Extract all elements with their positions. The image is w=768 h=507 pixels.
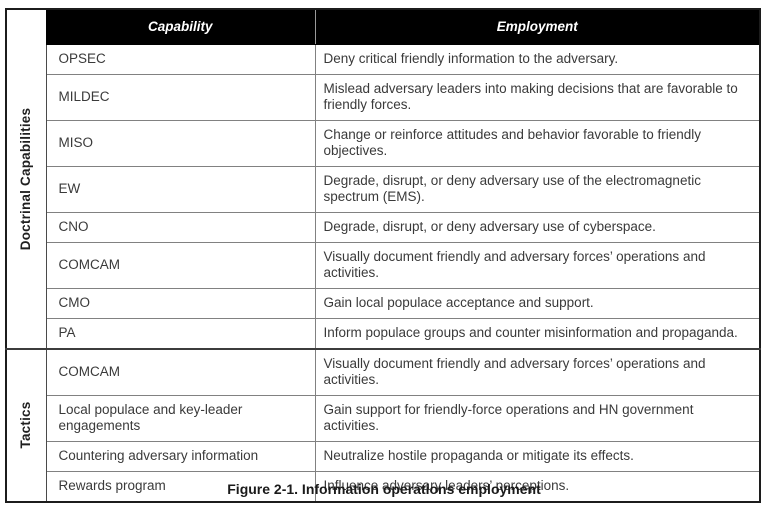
table-row: COMCAM Visually document friendly and ad…: [6, 241, 760, 288]
employment-cell: Influence adversary leaders’ perceptions…: [314, 470, 760, 502]
capability-cell: Countering adversary information: [45, 440, 315, 471]
figure-caption: Figure 2-1. Information operations emplo…: [227, 481, 541, 497]
employment-cell: Gain local populace acceptance and suppo…: [314, 287, 760, 318]
employment-cell: Degrade, disrupt, or deny adversary use …: [314, 211, 760, 242]
io-employment-table-container: Doctrinal Capabilities Capability Employ…: [5, 8, 761, 503]
capability-cell: EW: [45, 165, 315, 212]
employment-cell: Mislead adversary leaders into making de…: [314, 73, 760, 120]
employment-cell: Inform populace groups and counter misin…: [314, 317, 760, 349]
table-row: EW Degrade, disrupt, or deny adversary u…: [6, 165, 760, 212]
table-row: PA Inform populace groups and counter mi…: [6, 317, 760, 349]
vertical-label: Doctrinal Capabilities: [18, 107, 34, 250]
employment-cell: Neutralize hostile propaganda or mitigat…: [314, 440, 760, 471]
column-header-employment: Employment: [314, 9, 760, 45]
employment-cell: Degrade, disrupt, or deny adversary use …: [314, 165, 760, 212]
capability-cell: Rewards program: [45, 470, 315, 502]
table-row: MILDEC Mislead adversary leaders into ma…: [6, 73, 760, 120]
table-row: OPSEC Deny critical friendly information…: [6, 43, 760, 74]
employment-cell: Visually document friendly and adversary…: [314, 241, 760, 288]
capability-cell: CNO: [45, 211, 315, 242]
table-row: Rewards program Influence adversary lead…: [6, 470, 760, 502]
capability-cell: MISO: [45, 119, 315, 166]
table-row: Local populace and key-leader engagement…: [6, 394, 760, 441]
table-row: CNO Degrade, disrupt, or deny adversary …: [6, 211, 760, 242]
table-header-row: Doctrinal Capabilities Capability Employ…: [6, 9, 760, 349]
column-header-capability: Capability: [46, 9, 315, 45]
capability-cell: MILDEC: [45, 73, 315, 120]
capability-cell: COMCAM: [45, 241, 315, 288]
employment-cell: Change or reinforce attitudes and behavi…: [314, 119, 760, 166]
capability-cell: OPSEC: [45, 43, 315, 74]
capability-cell: Local populace and key-leader engagement…: [45, 394, 315, 441]
capability-cell: PA: [45, 317, 315, 349]
employment-cell: Deny critical friendly information to th…: [314, 43, 760, 74]
io-employment-table: Doctrinal Capabilities Capability Employ…: [5, 8, 761, 503]
employment-cell: Visually document friendly and adversary…: [314, 347, 760, 395]
table-row: CMO Gain local populace acceptance and s…: [6, 287, 760, 318]
section-label-tactics: Tactics: [6, 347, 46, 502]
table-row: MISO Change or reinforce attitudes and b…: [6, 119, 760, 166]
table-row: Countering adversary information Neutral…: [6, 440, 760, 471]
capability-cell: CMO: [45, 287, 315, 318]
employment-cell: Gain support for friendly-force operatio…: [314, 394, 760, 441]
section-label-doctrinal-capabilities: Doctrinal Capabilities: [6, 9, 46, 349]
capability-cell: COMCAM: [45, 347, 315, 395]
vertical-label: Tactics: [18, 401, 34, 449]
table-row: Tactics COMCAM Visually document friendl…: [6, 347, 760, 502]
